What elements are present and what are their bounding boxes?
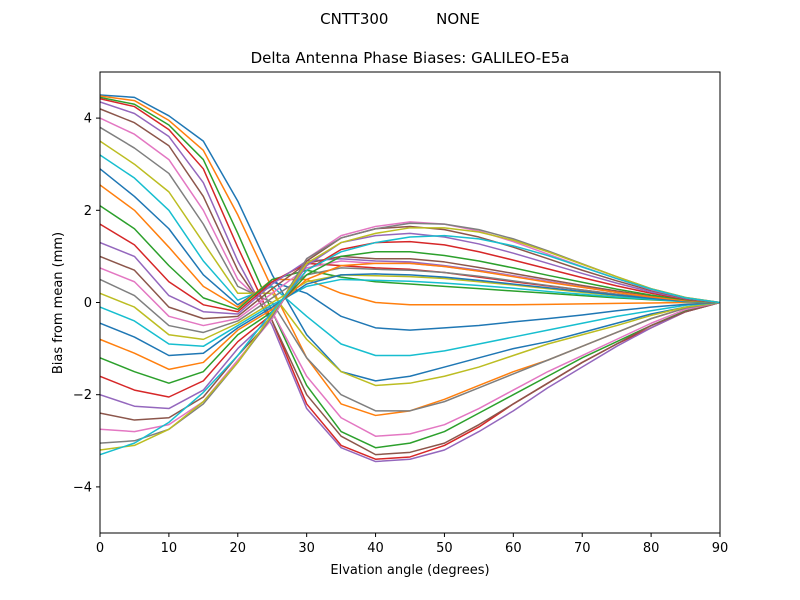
ticks-group: 0 10 20 30 40 50 60 70 80 90 −4 −2 0 2 4 [73, 112, 728, 556]
series-line-24 [100, 240, 720, 398]
series-line-25 [100, 232, 720, 410]
y-axis-label: Bias from mean (mm) [51, 232, 66, 374]
x-tick-label: 50 [436, 541, 453, 556]
series-line-13 [100, 205, 720, 311]
x-tick-label: 20 [230, 541, 247, 556]
y-tick-label: 4 [84, 112, 92, 127]
series-line-5 [100, 101, 720, 463]
series-line-30 [100, 234, 720, 456]
x-tick-label: 40 [367, 541, 384, 556]
x-tick-label: 80 [643, 541, 660, 556]
series-line-11 [100, 168, 720, 331]
series-group [100, 94, 720, 463]
series-line-7 [100, 117, 720, 437]
series-line-1 [100, 94, 720, 382]
x-tick-label: 10 [161, 541, 178, 556]
chart-title: Delta Antenna Phase Biases: GALILEO-E5a [251, 49, 570, 67]
series-line-18 [100, 267, 720, 334]
plot-frame [99, 71, 721, 534]
y-tick-label: −4 [73, 480, 92, 495]
series-line-12 [100, 184, 720, 308]
y-tick-label: 0 [84, 296, 92, 311]
series-line-22 [100, 262, 720, 371]
series-line-8 [100, 126, 720, 412]
x-axis-label: Elvation angle (degrees) [330, 563, 489, 578]
series-line-9 [100, 140, 720, 387]
series-line-6 [100, 108, 720, 456]
series-line-3 [100, 96, 720, 449]
series-line-23 [100, 251, 720, 384]
series-line-16 [100, 255, 720, 320]
x-tick-label: 0 [96, 541, 104, 556]
x-tick-label: 60 [505, 541, 522, 556]
figure-suptitle: CNTT300 NONE [320, 10, 480, 28]
y-tick-label: 2 [84, 204, 92, 219]
y-tick-label: −2 [73, 388, 92, 403]
series-line-29 [100, 227, 720, 451]
series-line-20 [100, 278, 720, 348]
x-tick-label: 70 [574, 541, 591, 556]
series-line-26 [100, 225, 720, 421]
series-line-10 [100, 154, 720, 357]
series-line-21 [100, 273, 720, 357]
x-tick-label: 90 [712, 541, 729, 556]
x-tick-label: 30 [298, 541, 315, 556]
